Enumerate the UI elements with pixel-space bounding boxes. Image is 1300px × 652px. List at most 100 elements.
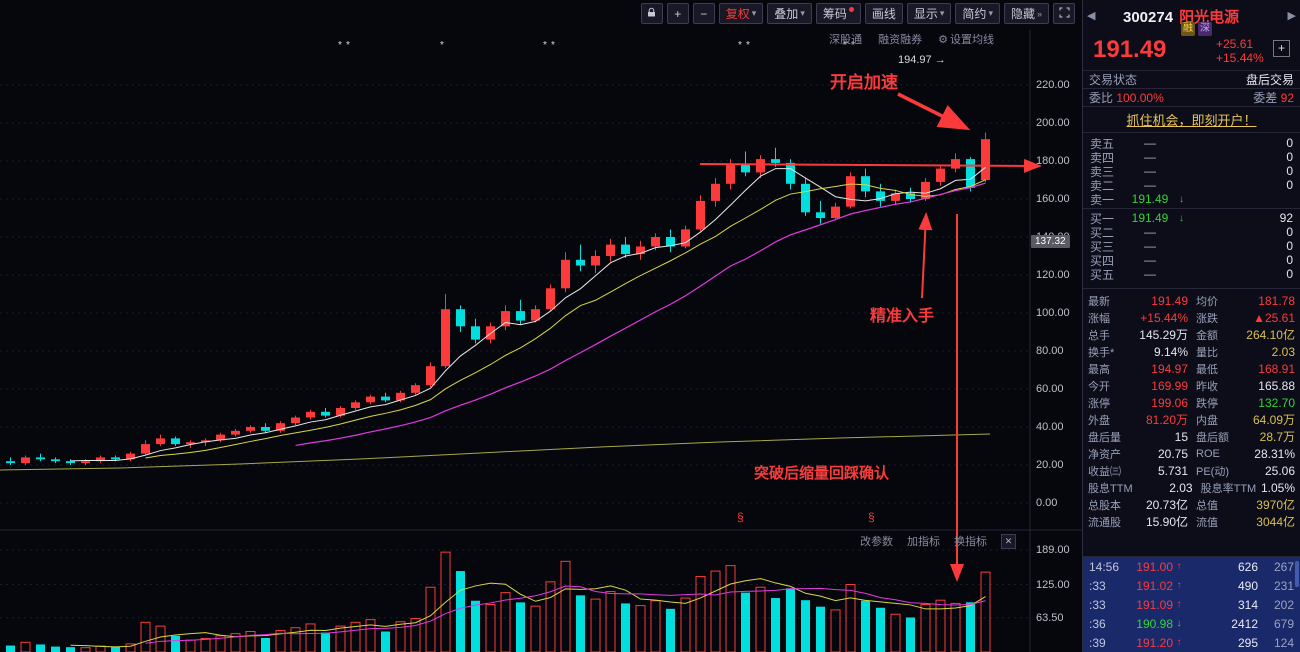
tick-scrollbar[interactable] (1295, 561, 1299, 587)
tick-time: :39 (1089, 635, 1106, 650)
ma-settings-link[interactable]: ⚙ 设置均线 (938, 31, 994, 47)
order-book-row[interactable]: 买二 — 0 (1083, 225, 1300, 240)
tick-row[interactable]: 14:56 191.00 ↑ 626 267 (1083, 557, 1300, 576)
change-params-link[interactable]: 改参数 (860, 536, 893, 548)
tick-time: 14:56 (1089, 559, 1120, 574)
stat-value: 15 (1174, 429, 1188, 444)
hide-button[interactable]: 隐藏 » (1003, 3, 1049, 24)
order-book-row[interactable]: 卖五 — 0 (1083, 136, 1300, 151)
zoom-in-button[interactable]: + (666, 3, 689, 24)
margin-trading-link[interactable]: 融资融券 (878, 34, 923, 46)
order-volume: 0 (1286, 225, 1293, 239)
last-price: 191.49 (1093, 36, 1167, 63)
switch-indicator-link[interactable]: 换指标 (954, 536, 987, 548)
stats-row: 股息TTM 2.03 股息率TTM 1.05% (1083, 479, 1300, 496)
prev-stock-button[interactable]: ◀ (1087, 10, 1096, 22)
order-book-row[interactable]: 卖二 — 0 (1083, 178, 1300, 193)
order-level-label: 买一 (1090, 211, 1115, 226)
order-volume: 0 (1286, 178, 1293, 192)
order-book-row[interactable]: 买三 — 0 (1083, 239, 1300, 254)
price-axis-label: 60.00 (1036, 383, 1064, 395)
stat-label: 金额 (1196, 329, 1218, 342)
stat-value: 199.06 (1151, 395, 1188, 410)
volume-axis-label: 189.00 (1036, 544, 1070, 556)
shenzhen-connect-link[interactable]: 深股通 (829, 34, 863, 46)
add-indicator-link[interactable]: 加指标 (907, 536, 940, 548)
zoom-out-button[interactable]: − (692, 3, 715, 24)
kline-chart[interactable] (0, 0, 1082, 652)
down-arrow-icon: ↓ (1179, 212, 1184, 224)
chip-distribution-button[interactable]: 筹码 (815, 3, 861, 24)
stat-value: 2.03 (1169, 480, 1193, 495)
order-level-label: 卖五 (1090, 136, 1115, 151)
stat-label: 流值 (1196, 516, 1218, 529)
order-level-label: 卖二 (1090, 178, 1115, 193)
weibi-row: 委比 100.00% 委差 92 (1083, 88, 1300, 106)
tick-list: 14:56 191.00 ↑ 626 267:33 191.02 ↑ 490 231:33 191… (1083, 556, 1300, 652)
add-watchlist-button[interactable]: + (1273, 40, 1290, 57)
trade-status-label: 交易状态 (1089, 73, 1138, 87)
display-button[interactable]: 显示 ▾ (906, 3, 952, 24)
stats-row: 总手 145.29万 金额 264.10亿 (1083, 326, 1300, 343)
lock-button[interactable] (640, 3, 663, 24)
volume-axis-label: 63.50 (1036, 611, 1064, 624)
event-star-icon: * (851, 40, 855, 51)
tick-volume: 295 (1237, 635, 1258, 650)
hide-label: 隐藏 (1010, 7, 1035, 21)
tick-row[interactable]: :39 191.20 ↑ 295 124 (1083, 633, 1300, 652)
tick-volume: 626 (1237, 559, 1258, 574)
stat-value: 194.97 (1151, 361, 1188, 376)
stat-label: 量比 (1196, 346, 1218, 359)
stat-value: +15.44% (1140, 310, 1188, 325)
price-axis-label: 180.00 (1036, 155, 1070, 167)
stat-value: 3970亿 (1256, 498, 1295, 512)
stock-badge: 融 (1181, 22, 1195, 36)
stat-value: 20.75 (1157, 446, 1188, 461)
overlay-button[interactable]: 叠加 ▾ (767, 3, 812, 24)
stat-value: 81.20万 (1145, 413, 1188, 427)
order-book-row[interactable]: 买一 191.49 ↓ 92 (1083, 211, 1300, 226)
ma-settings-label: 设置均线 (950, 34, 994, 46)
order-price: — (1144, 253, 1156, 267)
tick-price: 191.09 (1136, 597, 1173, 612)
price-axis-label: 40.00 (1036, 421, 1064, 433)
stat-label: 股息TTM (1088, 482, 1133, 495)
lock-icon (646, 7, 657, 21)
stock-title: 300274 阳光电源 (1123, 6, 1239, 27)
stat-label: 总手 (1088, 329, 1110, 342)
tick-row[interactable]: :36 190.98 ↓ 2412 679 (1083, 614, 1300, 633)
adjust-price-button[interactable]: 复权 ▾ (718, 3, 764, 24)
tick-row[interactable]: :33 191.02 ↑ 490 231 (1083, 576, 1300, 595)
order-book-row[interactable]: 卖一 191.49 ↓ (1083, 192, 1300, 207)
next-stock-button[interactable]: ▶ (1287, 10, 1296, 22)
caret-down-icon: ▾ (800, 8, 805, 18)
stat-value: 2.03 (1271, 344, 1295, 359)
stat-value: 20.73亿 (1145, 498, 1188, 512)
stat-label: 最新 (1088, 295, 1110, 308)
open-account-link[interactable]: 抓住机会，即刻开户！ (1083, 106, 1300, 133)
tick-row[interactable]: :33 191.09 ↑ 314 202 (1083, 595, 1300, 614)
order-level-label: 卖三 (1090, 164, 1115, 179)
chip-distribution-label: 筹码 (822, 7, 847, 21)
stat-label: PE(动) (1196, 465, 1229, 478)
fullscreen-button[interactable] (1053, 3, 1075, 24)
weicha-value: 92 (1280, 90, 1294, 105)
close-indicator-button[interactable]: ✕ (1001, 533, 1016, 549)
kline-chart-panel: 220.00200.00180.00160.00140.00120.00100.… (0, 0, 1082, 652)
order-level-label: 卖一 (1090, 192, 1115, 207)
stats-row: 今开 169.99 昨收 165.88 (1083, 377, 1300, 394)
stats-row: 外盘 81.20万 内盘 64.09万 (1083, 411, 1300, 428)
stat-value: 181.78 (1258, 293, 1295, 308)
order-book-row[interactable]: 买四 — 0 (1083, 253, 1300, 268)
order-book-row[interactable]: 卖四 — 0 (1083, 150, 1300, 165)
order-book-row[interactable]: 卖三 — 0 (1083, 164, 1300, 179)
minus-icon: − (700, 6, 708, 21)
draw-line-button[interactable]: 画线 (864, 3, 903, 24)
stat-label: 盘后额 (1196, 431, 1229, 444)
simple-mode-button[interactable]: 简约 ▾ (955, 3, 1000, 24)
stat-label: 流通股 (1088, 516, 1121, 529)
stock-badges: 融深 (1181, 22, 1212, 36)
order-book-row[interactable]: 买五 — 0 (1083, 267, 1300, 282)
red-dot-icon (848, 7, 854, 12)
